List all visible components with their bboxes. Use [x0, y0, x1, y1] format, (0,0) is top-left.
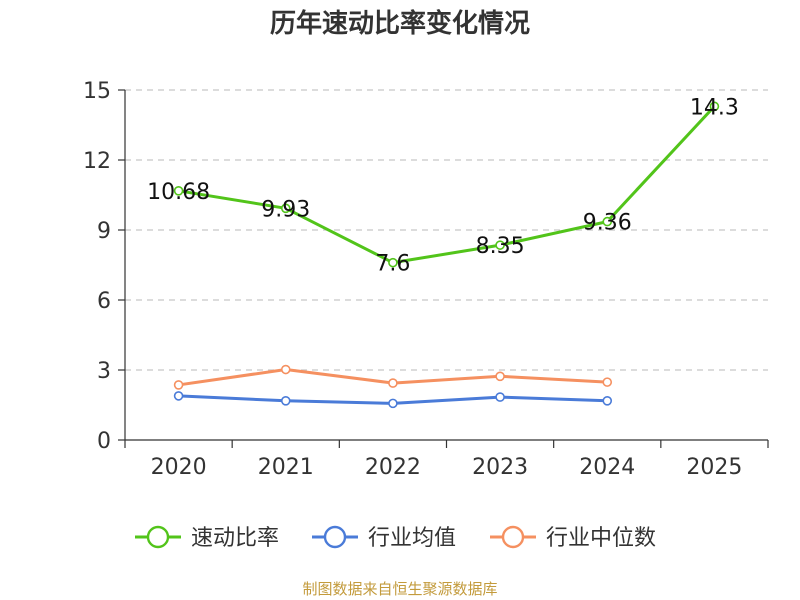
y-tick-label: 15 [83, 79, 111, 104]
data-point [280, 364, 291, 375]
x-tick-label: 2023 [472, 455, 528, 480]
data-point [602, 216, 613, 227]
data-point [602, 395, 613, 406]
data-label: 9.93 [261, 197, 310, 222]
legend-item-0[interactable]: 速动比率 [135, 525, 279, 551]
x-tick-label: 2020 [151, 455, 207, 480]
legend-marker [146, 525, 170, 549]
data-label: 9.36 [583, 211, 632, 236]
chart-title: 历年速动比率变化情况 [270, 8, 530, 39]
y-tick-label: 3 [97, 359, 111, 384]
source-note: 制图数据来自恒生聚源数据库 [302, 580, 497, 598]
series-lines [173, 101, 720, 409]
data-point [388, 257, 398, 268]
data-point [709, 101, 720, 112]
legend-item-1[interactable]: 行业均值 [312, 525, 456, 551]
data-point [388, 378, 398, 388]
data-point [602, 377, 613, 387]
legend-marker [501, 525, 525, 549]
axes: 0 3 6 9 12 15 2020 2021 2022 2023 2024 2025 [83, 79, 769, 480]
data-label: 14.3 [690, 95, 739, 120]
legend-label: 速动比率 [191, 526, 279, 551]
y-tick-label: 9 [97, 219, 111, 244]
grid-lines [125, 89, 768, 371]
y-tick-label: 12 [83, 149, 111, 174]
data-point [280, 203, 291, 214]
x-tick-label: 2022 [365, 455, 421, 480]
legend-label: 行业均值 [368, 526, 456, 551]
data-point [173, 186, 184, 196]
data-point [495, 240, 505, 250]
data-label: 7.6 [375, 252, 410, 277]
data-labels: 10.68 9.93 7.6 8.35 9.36 14.3 [147, 95, 739, 276]
data-label: 8.35 [476, 234, 525, 259]
legend-item-2[interactable]: 行业中位数 [490, 525, 656, 551]
y-tick-label: 0 [97, 429, 111, 454]
data-point [173, 380, 184, 390]
legend: 速动比率 行业均值 行业中位数 [135, 525, 656, 551]
data-point [495, 371, 505, 382]
y-tick-label: 6 [97, 289, 111, 314]
data-point [173, 391, 184, 401]
x-tick-label: 2025 [686, 455, 742, 480]
data-point [495, 392, 505, 402]
data-point [388, 398, 398, 409]
x-tick-label: 2021 [258, 455, 314, 480]
data-point [280, 395, 291, 406]
legend-marker [323, 525, 347, 549]
series-line-0 [177, 104, 716, 265]
data-label: 10.68 [147, 180, 210, 205]
legend-label: 行业中位数 [546, 526, 656, 551]
x-tick-label: 2024 [579, 455, 635, 480]
